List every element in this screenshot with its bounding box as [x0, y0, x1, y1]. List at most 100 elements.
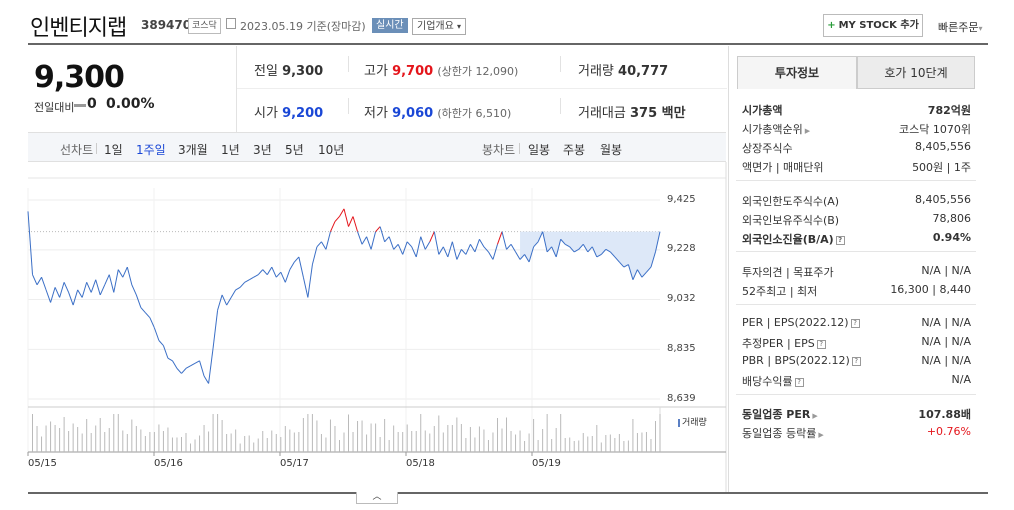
mystock-label: MY STOCK 추가 [838, 20, 919, 31]
help-icon[interactable]: ? [816, 339, 826, 349]
chevron-right-icon: ▶ [804, 127, 811, 135]
info-row: 외국인한도주식수(A) 8,405,556 [742, 193, 971, 209]
period-10y[interactable]: 10년 [318, 143, 345, 157]
price-line-segment [366, 236, 372, 250]
period-5y[interactable]: 5년 [285, 143, 304, 157]
chevron-right-icon: ▶ [818, 431, 824, 439]
price-line-segment [325, 231, 331, 250]
tab-invest-info[interactable]: 투자정보 [737, 56, 857, 89]
quick-order-button[interactable]: 빠른주문▾ [938, 19, 983, 35]
info-row: 상장주식수 8,405,556 [742, 140, 971, 156]
price-line-segment [411, 246, 417, 258]
period-1y[interactable]: 1년 [221, 143, 240, 157]
period-1w[interactable]: 1주일 [136, 143, 166, 157]
period-1d[interactable]: 1일 [104, 143, 123, 157]
info-label: 동일업종 PER [742, 408, 811, 421]
low-value: 9,060 [392, 106, 434, 121]
price-line-segment [627, 264, 634, 280]
chevron-up-icon: ︿ [372, 492, 382, 502]
price-line-segment [181, 368, 187, 374]
info-value: N/A [951, 373, 971, 386]
x-tick-label: 05/16 [154, 458, 183, 469]
price-line-segment [140, 307, 146, 313]
info-label: 외국인소진율(B/A) [742, 233, 834, 246]
price-line-segment [406, 241, 413, 248]
price-line-segment [501, 231, 507, 250]
y-tick-label: 9,425 [667, 194, 696, 205]
stock-code: 389470 [141, 18, 192, 32]
info-row: 52주최고 | 최저 16,300 | 8,440 [742, 283, 971, 299]
period-3y[interactable]: 3년 [253, 143, 272, 157]
price-line-segment [176, 368, 182, 374]
change-value: 0 [87, 96, 97, 112]
info-value: 16,300 | 8,440 [890, 283, 971, 296]
price-line-segment [86, 282, 92, 293]
mystock-add-button[interactable]: + MY STOCK 추가 [823, 14, 923, 37]
help-icon[interactable]: ? [851, 356, 861, 366]
info-value: 107.88배 [918, 408, 971, 421]
price-line-segment [95, 279, 101, 296]
price-line-segment [636, 269, 643, 278]
info-label: 추정PER | EPS [742, 337, 815, 350]
price-line-segment [650, 251, 656, 268]
price-line-segment [339, 208, 345, 217]
info-row[interactable]: 시가총액순위 ▶ 코스닥 1070위 [742, 121, 971, 137]
price-line-segment [438, 246, 444, 255]
candle-weekly[interactable]: 주봉 [563, 143, 586, 157]
price-line-segment [451, 241, 458, 260]
tab-orderbook[interactable]: 호가 10단계 [857, 56, 975, 89]
price-line-segment [573, 248, 579, 253]
info-row: 배당수익률? N/A [742, 373, 971, 389]
prev-value: 9,300 [282, 64, 324, 79]
price-line-segment [429, 231, 435, 242]
price-line-segment [632, 269, 638, 280]
info-row[interactable]: 동일업종 등락률 ▶ +0.76% [742, 425, 971, 441]
x-tick-label: 05/17 [280, 458, 309, 469]
live-button[interactable]: 실시간 [372, 18, 408, 33]
info-row: 시가총액 782억원 [742, 102, 971, 118]
price-line-segment [194, 360, 200, 364]
price-line-segment [352, 216, 359, 232]
plus-icon: + [827, 20, 836, 31]
price-line-segment [27, 211, 34, 275]
info-row[interactable]: 동일업종 PER ▶ 107.88배 [742, 406, 971, 422]
summary-sep [348, 98, 349, 114]
candle-monthly[interactable]: 월봉 [600, 143, 623, 157]
price-line-segment [311, 246, 318, 265]
trade-amount: 거래대금 375 백만 [578, 102, 686, 121]
price-line-segment [203, 375, 210, 384]
price-line-segment [397, 244, 404, 255]
price-line-segment [474, 239, 480, 253]
low-price: 저가 9,060 (하한가 6,510) [364, 102, 511, 121]
high-label: 고가 [364, 64, 388, 79]
info-label: 동일업종 등락률 [742, 427, 817, 440]
help-icon[interactable]: ? [850, 318, 860, 328]
info-label: 액면가 | 매매단위 [742, 161, 824, 174]
price-line-segment [135, 294, 142, 308]
price-line-segment [334, 216, 340, 222]
prev-label: 전일 [254, 64, 278, 79]
info-label: PBR | BPS(2022.12) [742, 354, 850, 367]
info-value: 8,405,556 [915, 193, 971, 206]
price-line-segment [596, 253, 602, 258]
bottom-divider [28, 492, 988, 494]
price-line-segment [388, 236, 395, 250]
price-line-segment [456, 249, 462, 260]
company-info-button[interactable]: 기업개요 ▾ [412, 18, 467, 35]
price-line-segment [158, 340, 164, 346]
info-label: 외국인보유주식수(B) [742, 214, 840, 227]
info-label: 외국인한도주식수(A) [742, 195, 840, 208]
lower-limit: (하한가 6,510) [437, 107, 512, 120]
info-row: PBR | BPS(2022.12)? N/A | N/A [742, 354, 971, 370]
period-3m[interactable]: 3개월 [178, 143, 208, 157]
help-icon[interactable]: ? [794, 377, 804, 387]
price-line-segment [357, 231, 363, 245]
summary-sep [348, 56, 349, 72]
period-bar: 선차트 1일 1주일 3개월 1년 3년 5년 10년 봉차트 일봉 주봉 월봉 [28, 132, 726, 162]
candle-daily[interactable]: 일봉 [528, 143, 551, 157]
price-line-segment [72, 289, 79, 306]
price-line-segment [460, 249, 467, 255]
help-icon[interactable]: ? [835, 235, 845, 245]
expand-chart-button[interactable]: ︿ [356, 492, 398, 504]
price-chart[interactable] [0, 0, 728, 492]
